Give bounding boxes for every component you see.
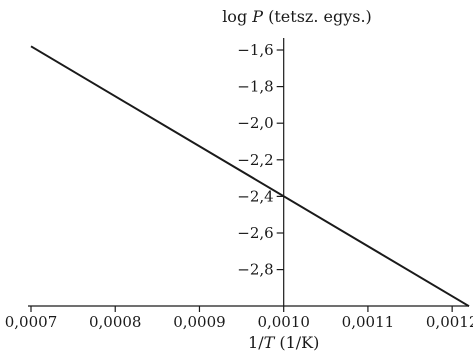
x-tick-label: 0,0008 bbox=[89, 313, 142, 331]
x-axis-label-suffix: (1/K) bbox=[274, 333, 319, 352]
x-tick-label: 0,0010 bbox=[257, 313, 310, 331]
y-tick-label: −2,0 bbox=[237, 114, 273, 132]
y-axis-label-prefix: log bbox=[222, 7, 252, 26]
y-axis-label: log P (tetsz. egys.) bbox=[222, 7, 372, 26]
y-tick-label: −1,8 bbox=[237, 78, 273, 96]
x-axis-label: 1/T (1/K) bbox=[248, 333, 319, 352]
x-tick-label: 0,0007 bbox=[5, 313, 58, 331]
x-ticks: 0,0007 0,0008 0,0009 0,0010 0,0011 0,0012 bbox=[5, 306, 473, 331]
series-line bbox=[30, 45, 470, 308]
x-tick-label: 0,0009 bbox=[173, 313, 226, 331]
y-axis-label-suffix: (tetsz. egys.) bbox=[263, 7, 372, 26]
x-axis-label-prefix: 1/ bbox=[248, 333, 264, 352]
y-tick-label: −2,2 bbox=[237, 151, 273, 169]
x-tick-label: 0,0012 bbox=[426, 313, 473, 331]
y-tick-label: −2,4 bbox=[237, 187, 273, 205]
series-group bbox=[30, 45, 470, 308]
y-axis-label-var: P bbox=[251, 7, 263, 26]
x-axis-label-var: T bbox=[264, 333, 276, 352]
axes bbox=[28, 38, 469, 307]
y-tick-label: −2,8 bbox=[237, 261, 273, 279]
y-ticks: −1,6 −1,8 −2,0 −2,2 −2,4 −2,6 −2,8 bbox=[237, 41, 284, 279]
y-tick-label: −2,6 bbox=[237, 224, 273, 242]
x-tick-label: 0,0011 bbox=[342, 313, 395, 331]
y-tick-label: −1,6 bbox=[237, 41, 273, 59]
